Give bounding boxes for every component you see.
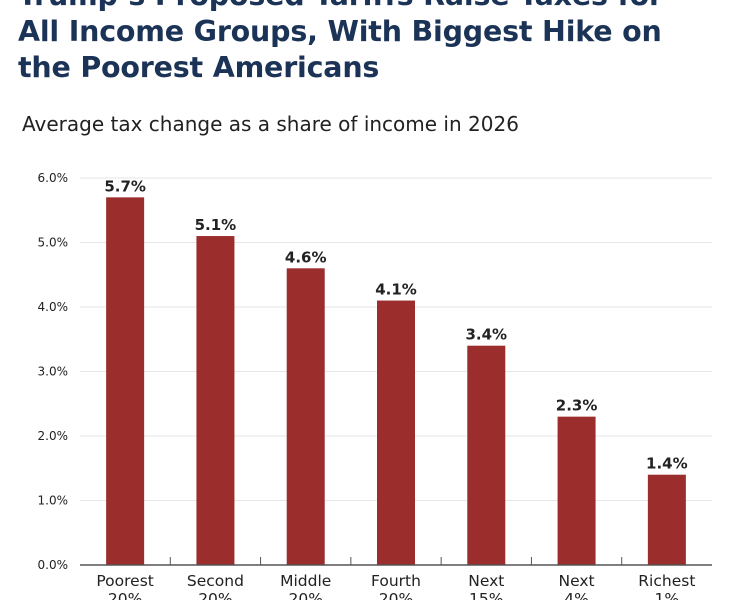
bar [286, 268, 325, 565]
data-label: 3.4% [465, 326, 507, 344]
y-tick-label: 6.0% [38, 171, 69, 185]
x-category-label: 1% [655, 590, 680, 600]
bar [647, 474, 686, 565]
data-label: 4.6% [285, 248, 327, 266]
x-category-label: Next [559, 572, 595, 590]
data-label: 4.1% [375, 281, 417, 299]
data-label: 1.4% [646, 455, 688, 473]
bar [196, 236, 235, 566]
bar [467, 345, 506, 565]
chart-subtitle: Average tax change as a share of income … [22, 112, 519, 136]
data-label: 5.1% [195, 216, 237, 234]
x-category-label: 15% [469, 590, 503, 600]
x-axis [80, 557, 712, 566]
x-axis-categories: Poorest20%Second20%Middle20%Fourth20%Nex… [96, 572, 695, 600]
x-category-label: Second [187, 572, 244, 590]
y-tick-label: 2.0% [38, 429, 69, 443]
data-label: 2.3% [556, 397, 598, 415]
y-tick-label: 4.0% [38, 300, 69, 314]
bar [106, 197, 145, 565]
x-category-label: 20% [379, 590, 413, 600]
x-category-label: Next [468, 572, 504, 590]
bars [106, 197, 686, 566]
y-tick-label: 5.0% [38, 236, 69, 250]
y-axis-ticks: 0.0% 1.0% 2.0% 3.0% 4.0% 5.0% 6.0% [38, 171, 69, 572]
x-category-label: Poorest [96, 572, 153, 590]
x-category-label: 4% [564, 590, 589, 600]
chart-title-line-2: All Income Groups, With Biggest Hike on [18, 15, 662, 48]
chart-title-line-1: Trump’s Proposed Tariffs Raise Taxes for [18, 0, 663, 12]
x-category-label: Richest [638, 572, 695, 590]
x-category-label: 20% [198, 590, 232, 600]
x-category-label: 20% [108, 590, 142, 600]
y-tick-label: 0.0% [38, 558, 69, 572]
chart-title: Trump’s Proposed Tariffs Raise Taxes for… [18, 0, 738, 86]
data-labels: 5.7% 5.1% 4.6% 4.1% 3.4% 2.3% 1.4% [104, 177, 687, 472]
bar [557, 416, 596, 565]
x-category-label: Fourth [371, 572, 421, 590]
bar [377, 300, 415, 565]
chart-title-line-3: the Poorest Americans [18, 51, 380, 84]
data-label: 5.7% [104, 177, 146, 195]
y-tick-label: 1.0% [38, 494, 69, 508]
y-tick-label: 3.0% [38, 365, 69, 379]
x-category-label: Middle [280, 572, 331, 590]
x-category-label: 20% [288, 590, 322, 600]
